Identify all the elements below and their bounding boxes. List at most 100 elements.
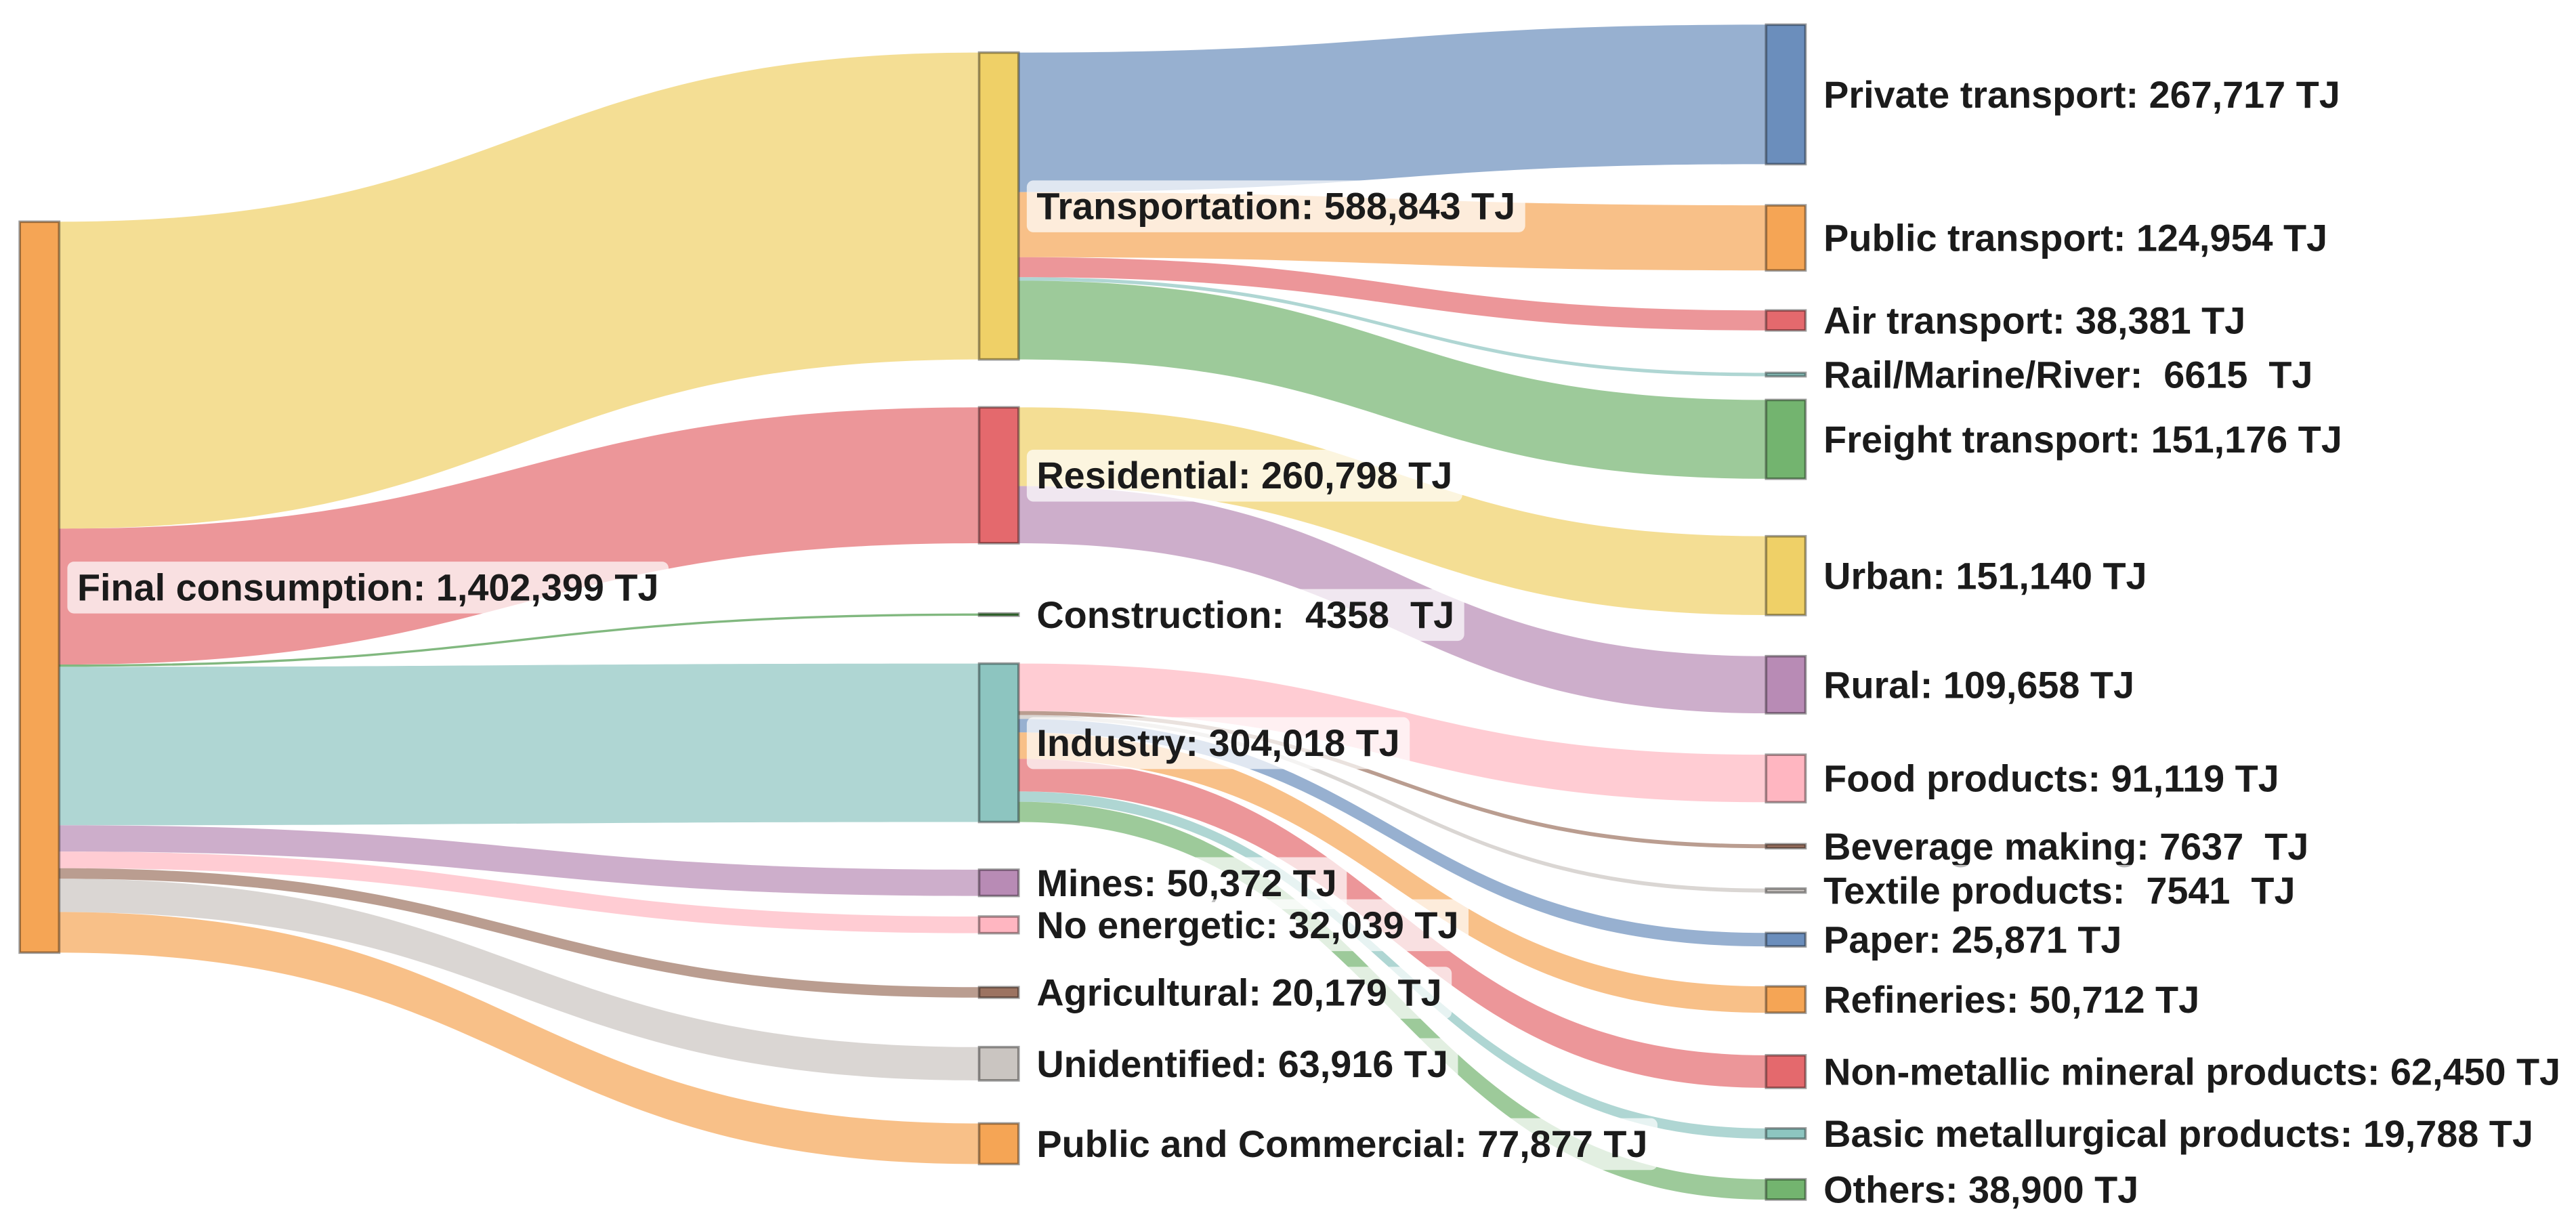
node-private-transport: [1765, 23, 1807, 166]
link-final-consumption-to-industry: [59, 663, 979, 826]
label-food-products: Food products: 91,119 TJ: [1823, 758, 2279, 800]
node-rail-marine-river: [1765, 371, 1807, 378]
node-label-final-consumption: Final consumption: 1,402,399 TJ: [67, 562, 669, 614]
label-beverage-making: Beverage making: 7637 TJ: [1823, 826, 2308, 868]
node-label-rural: Rural: 109,658 TJ: [1813, 659, 2145, 711]
label-construction: Construction: 4358 TJ: [1036, 594, 1454, 636]
node-label-construction: Construction: 4358 TJ: [1026, 589, 1464, 641]
sankey-nodes: [18, 23, 1807, 1201]
label-bg-non-metallic-mineral-products: [1813, 1046, 2571, 1098]
link-transportation-to-freight-transport: [1018, 280, 1767, 479]
link-final-consumption-to-unidentified: [59, 879, 979, 1080]
node-industry: [977, 662, 1020, 824]
label-freight-transport: Freight transport: 151,176 TJ: [1823, 419, 2342, 461]
node-label-urban: Urban: 151,140 TJ: [1813, 550, 2157, 602]
label-bg-final-consumption: [67, 562, 669, 614]
node-label-paper: Paper: 25,871 TJ: [1813, 914, 2132, 966]
node-label-public-and-commercial: Public and Commercial: 77,877 TJ: [1026, 1118, 1657, 1171]
label-rail-marine-river: Rail/Marine/River: 6615 TJ: [1823, 354, 2313, 396]
label-bg-agricultural: [1026, 967, 1452, 1019]
label-non-metallic-mineral-products: Non-metallic mineral products: 62,450 TJ: [1823, 1051, 2560, 1093]
label-public-and-commercial: Public and Commercial: 77,877 TJ: [1036, 1123, 1647, 1165]
node-transportation: [977, 51, 1020, 361]
label-bg-construction: [1026, 589, 1464, 641]
link-transportation-to-air-transport: [1018, 257, 1767, 331]
label-bg-air-transport: [1813, 295, 2256, 347]
node-urban: [1765, 534, 1807, 616]
node-air-transport: [1765, 309, 1807, 332]
node-no-energetic: [977, 915, 1020, 935]
link-industry-to-refineries: [1018, 732, 1767, 1013]
label-agricultural: Agricultural: 20,179 TJ: [1036, 972, 1441, 1014]
label-bg-transportation: [1026, 180, 1525, 232]
label-bg-food-products: [1813, 753, 2289, 805]
label-industry: Industry: 304,018 TJ: [1036, 722, 1399, 764]
node-label-beverage-making: Beverage making: 7637 TJ: [1813, 820, 2319, 873]
node-basic-metallurgical-products: [1765, 1126, 1807, 1140]
node-agricultural: [977, 986, 1020, 999]
node-label-others: Others: 38,900 TJ: [1813, 1164, 2149, 1216]
label-unidentified: Unidentified: 63,916 TJ: [1036, 1043, 1448, 1085]
node-public-and-commercial: [977, 1122, 1020, 1166]
node-food-products: [1765, 753, 1807, 804]
node-label-textile-products: Textile products: 7541 TJ: [1813, 864, 2306, 917]
node-construction: [977, 612, 1020, 617]
link-final-consumption-to-mines: [59, 825, 979, 896]
node-final-consumption: [18, 220, 61, 954]
label-bg-paper: [1813, 914, 2132, 966]
node-label-unidentified: Unidentified: 63,916 TJ: [1026, 1038, 1458, 1091]
label-bg-mines: [1026, 857, 1347, 910]
node-label-agricultural: Agricultural: 20,179 TJ: [1026, 967, 1452, 1019]
node-label-residential: Residential: 260,798 TJ: [1026, 449, 1462, 502]
label-others: Others: 38,900 TJ: [1823, 1168, 2138, 1210]
label-mines: Mines: 50,372 TJ: [1036, 862, 1336, 904]
node-label-rail-marine-river: Rail/Marine/River: 6615 TJ: [1813, 349, 2323, 401]
link-industry-to-basic-metallurgical-products: [1018, 791, 1767, 1139]
node-label-food-products: Food products: 91,119 TJ: [1813, 753, 2289, 805]
link-transportation-to-private-transport: [1018, 24, 1767, 192]
node-unidentified: [977, 1045, 1020, 1082]
label-bg-others: [1813, 1164, 2149, 1216]
node-textile-products: [1765, 887, 1807, 894]
node-rural: [1765, 654, 1807, 715]
node-label-industry: Industry: 304,018 TJ: [1026, 717, 1410, 770]
label-no-energetic: No energetic: 32,039 TJ: [1036, 904, 1458, 946]
label-final-consumption: Final consumption: 1,402,399 TJ: [77, 566, 659, 608]
label-private-transport: Private transport: 267,717 TJ: [1823, 74, 2340, 116]
node-public-transport: [1765, 204, 1807, 272]
node-mines: [977, 868, 1020, 898]
label-bg-unidentified: [1026, 1038, 1458, 1091]
node-label-freight-transport: Freight transport: 151,176 TJ: [1813, 413, 2352, 466]
label-bg-rural: [1813, 659, 2145, 711]
node-freight-transport: [1765, 398, 1807, 480]
sankey-labels: Final consumption: 1,402,399 TJ Transport…: [67, 68, 2571, 1216]
label-bg-no-energetic: [1026, 899, 1469, 952]
label-rural: Rural: 109,658 TJ: [1823, 664, 2134, 706]
link-final-consumption-to-construction: [59, 613, 979, 667]
label-bg-residential: [1026, 449, 1462, 502]
node-paper: [1765, 931, 1807, 948]
link-industry-to-textile-products: [1018, 715, 1767, 893]
link-industry-to-beverage-making: [1018, 711, 1767, 849]
label-air-transport: Air transport: 38,381 TJ: [1823, 300, 2245, 342]
label-bg-public-and-commercial: [1026, 1118, 1657, 1171]
link-final-consumption-to-public-and-commercial: [59, 912, 979, 1164]
node-residential: [977, 406, 1020, 545]
node-label-transportation: Transportation: 588,843 TJ: [1026, 180, 1525, 232]
label-bg-refineries: [1813, 973, 2210, 1026]
label-bg-public-transport: [1813, 212, 2338, 264]
link-final-consumption-to-transportation: [59, 52, 979, 529]
label-bg-urban: [1813, 550, 2157, 602]
node-label-non-metallic-mineral-products: Non-metallic mineral products: 62,450 TJ: [1813, 1046, 2571, 1098]
node-label-private-transport: Private transport: 267,717 TJ: [1813, 68, 2350, 121]
label-residential: Residential: 260,798 TJ: [1036, 455, 1452, 497]
node-non-metallic-mineral-products: [1765, 1054, 1807, 1089]
node-label-no-energetic: No energetic: 32,039 TJ: [1026, 899, 1469, 952]
label-bg-textile-products: [1813, 864, 2306, 917]
node-others: [1765, 1178, 1807, 1201]
label-paper: Paper: 25,871 TJ: [1823, 919, 2121, 961]
node-refineries: [1765, 985, 1807, 1014]
label-bg-industry: [1026, 717, 1410, 770]
label-bg-rail-marine-river: [1813, 349, 2323, 401]
